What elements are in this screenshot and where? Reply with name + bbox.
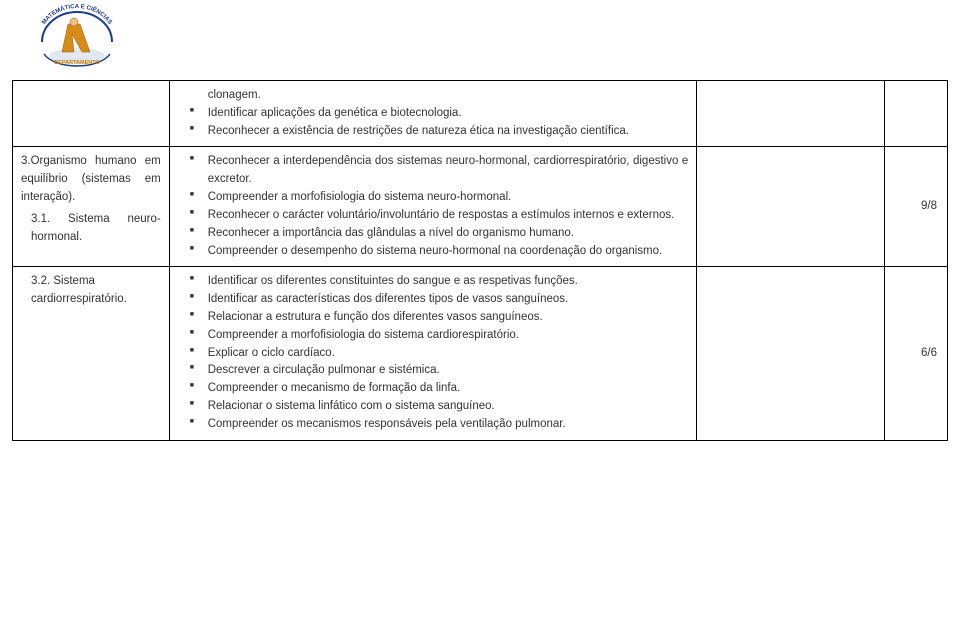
topic-heading: 3.Organismo humano em equilíbrio (sistem… (21, 153, 161, 206)
list-item: Compreender a morfofisiologia do sistema… (196, 189, 689, 207)
curriculum-table: clonagem. Identificar aplicações da gené… (12, 80, 948, 441)
hours-cell: 9/8 (885, 147, 948, 267)
table-row: 3.Organismo humano em equilíbrio (sistem… (13, 147, 948, 267)
list-item: Compreender os mecanismos responsáveis p… (196, 416, 689, 434)
department-logo: MATEMÁTICA E CIÊNCIAS DEPARTAMENTO (32, 4, 122, 74)
objectives-cell: clonagem. Identificar aplicações da gené… (169, 81, 697, 147)
hours-cell (885, 81, 948, 147)
list-item: Reconhecer a importância das glândulas a… (196, 225, 689, 243)
list-item: Relacionar a estrutura e função dos dife… (196, 309, 689, 327)
list-item: Compreender a morfofisiologia do sistema… (196, 327, 689, 345)
hours-cell: 6/6 (885, 267, 948, 440)
objectives-cell: Identificar os diferentes constituintes … (169, 267, 697, 440)
list-item: Explicar o ciclo cardíaco. (196, 345, 689, 363)
list-item: Reconhecer o carácter voluntário/involun… (196, 207, 689, 225)
list-item: Identificar as características dos difer… (196, 291, 689, 309)
list-item: Reconhecer a interdependência dos sistem… (196, 153, 689, 189)
empty-cell (697, 81, 885, 147)
empty-cell (697, 267, 885, 440)
logo-bottom-text: DEPARTAMENTO (54, 60, 100, 66)
table-row: 3.2. Sistema cardiorrespiratório. Identi… (13, 267, 948, 440)
topic-cell: 3.Organismo humano em equilíbrio (sistem… (13, 147, 170, 267)
list-item: Relacionar o sistema linfático com o sis… (196, 398, 689, 416)
objectives-cell: Reconhecer a interdependência dos sistem… (169, 147, 697, 267)
continuation-text: clonagem. (178, 87, 689, 105)
list-item: Identificar os diferentes constituintes … (196, 273, 689, 291)
list-item: Descrever a circulação pulmonar e sistém… (196, 362, 689, 380)
curriculum-table-wrap: clonagem. Identificar aplicações da gené… (12, 80, 948, 441)
list-item: Compreender o mecanismo de formação da l… (196, 380, 689, 398)
topic-sub: 3.2. Sistema cardiorrespiratório. (21, 273, 161, 309)
list-item: Compreender o desempenho do sistema neur… (196, 243, 689, 261)
topic-sub: 3.1. Sistema neuro-hormonal. (21, 211, 161, 247)
table-row: clonagem. Identificar aplicações da gené… (13, 81, 948, 147)
list-item: Identificar aplicações da genética e bio… (196, 105, 689, 123)
topic-cell: 3.2. Sistema cardiorrespiratório. (13, 267, 170, 440)
topic-cell (13, 81, 170, 147)
empty-cell (697, 147, 885, 267)
list-item: Reconhecer a existência de restrições de… (196, 123, 689, 141)
